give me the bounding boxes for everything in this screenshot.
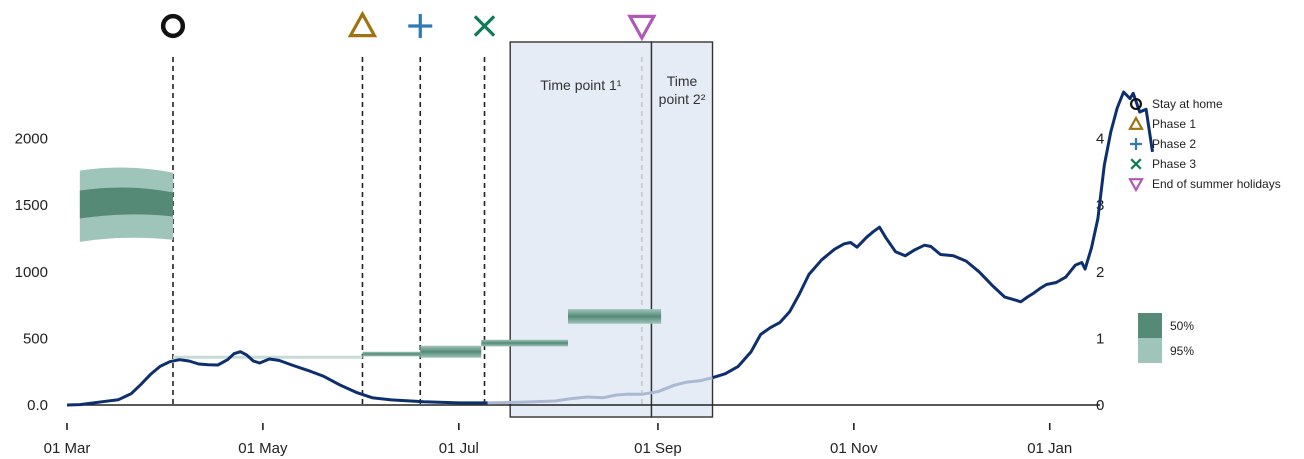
x-tick-label: 01 May [238, 440, 288, 457]
estimate-6-band [568, 309, 662, 324]
event-markers-layer [160, 10, 657, 42]
legend-stay-at-home-icon [1129, 97, 1143, 111]
y-left-tick-label: 500 [23, 330, 48, 347]
x-tick-label: 01 Mar [44, 440, 91, 457]
y-right-tick-label: 0 [1096, 397, 1104, 414]
x-tick-label: 01 Jan [1027, 440, 1072, 457]
legend-phase-2-label: Phase 2 [1152, 137, 1196, 151]
y-left-tick-label: 0.0 [27, 397, 48, 414]
legend: Stay at home Phase 1 Phase 2 Phase 3 End of … [1128, 97, 1281, 363]
legend-phase-1-label: Phase 1 [1152, 117, 1196, 131]
y-right-tick-label: 2 [1096, 264, 1104, 281]
legend-phase-2-icon [1130, 138, 1142, 150]
estimate-1-ci50 [79, 187, 173, 219]
line-layer [66, 90, 1154, 407]
series-line [66, 350, 488, 407]
legend-stay-at-home-label: Stay at home [1152, 97, 1223, 111]
time-point-2-box [650, 41, 714, 418]
phase-1-marker [347, 10, 378, 38]
estimate-5-band [481, 339, 568, 347]
x-tick-label: 01 Nov [830, 440, 878, 457]
x-tick-label: 01 Sep [634, 440, 682, 457]
phase-3-marker [473, 15, 496, 37]
time-point-2-label: Time [667, 73, 698, 89]
estimate-3-band [362, 351, 421, 357]
time-point-1-box [509, 41, 653, 418]
time-point-2-label: point 2² [659, 91, 706, 107]
phase-2-marker [408, 14, 433, 38]
legend-band-50-swatch [1138, 313, 1162, 338]
estimate-2-band [172, 355, 363, 359]
legend-end-of-summer-holidays-icon [1128, 178, 1144, 193]
legend-phase-3-icon [1130, 158, 1142, 170]
y-left-tick-label: 2000 [15, 131, 48, 148]
y-left-tick-label: 1000 [15, 264, 48, 281]
estimate-4-band [420, 345, 482, 358]
y-right-tick-label: 1 [1096, 330, 1104, 347]
series-line [712, 90, 1154, 380]
y-right-tick-label: 4 [1096, 131, 1104, 148]
x-tick-label: 01 Jul [439, 440, 479, 457]
axes-layer: 01 Mar 01 May 01 Jul 01 Sep 01 Nov 01 Jan 0.0 5… [15, 131, 1105, 457]
estimates-layer [79, 167, 662, 359]
end-of-summer-holidays-marker [627, 14, 657, 42]
legend-end-of-summer-holidays-label: End of summer holidays [1152, 177, 1281, 191]
legend-phase-3-label: Phase 3 [1152, 157, 1196, 171]
event-lines-layer [172, 57, 643, 405]
legend-band-50-label: 50% [1170, 319, 1194, 333]
series-line-faded [487, 376, 713, 405]
legend-phase-1-icon [1128, 115, 1144, 130]
y-left-tick-label: 1500 [15, 197, 48, 214]
legend-band-95-label: 95% [1170, 344, 1194, 358]
stay-at-home-marker [160, 13, 186, 39]
time-point-1-label: Time point 1¹ [540, 77, 622, 93]
period-layer: Time point 1¹ Time point 2² [509, 41, 714, 418]
legend-band-95-swatch [1138, 338, 1162, 363]
